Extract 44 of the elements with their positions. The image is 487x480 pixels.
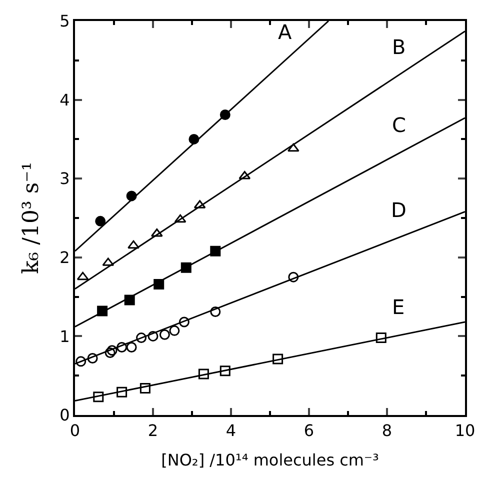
point [169, 325, 180, 336]
series-label: A [278, 20, 292, 44]
y-tick-label: 4 [60, 90, 70, 110]
y-axis-title: k₆ /10³ s⁻¹ [18, 162, 44, 274]
point [76, 272, 89, 280]
y-tick-label: 1 [60, 326, 70, 346]
point [93, 392, 104, 402]
x-tick-label: 2 [148, 421, 158, 440]
y-tick-label: 3 [60, 169, 70, 188]
y-tick-label: 2 [60, 248, 70, 267]
point [238, 170, 251, 180]
point [210, 306, 221, 318]
point [288, 272, 299, 282]
series-label: B [392, 35, 406, 59]
point [106, 345, 118, 356]
x-axis-title: [NO₂] /10¹⁴ molecules cm⁻³ [161, 450, 379, 470]
series-label: C [392, 113, 406, 137]
y-tick-label: 5 [60, 12, 70, 31]
point [220, 366, 230, 376]
series-label: D [391, 198, 406, 222]
x-tick-label: 8 [382, 421, 392, 440]
point [126, 342, 137, 352]
point [87, 353, 98, 364]
point [198, 368, 209, 380]
point [174, 214, 186, 223]
point [76, 356, 86, 367]
point [136, 332, 147, 344]
point [128, 240, 140, 249]
point [116, 386, 128, 398]
x-tick-label: 10 [454, 421, 476, 440]
point [95, 216, 106, 226]
point [376, 332, 386, 344]
point [178, 316, 190, 328]
y-tick-label: 0 [60, 406, 70, 425]
point [116, 342, 128, 352]
point [272, 354, 284, 364]
x-tick-label: 6 [304, 421, 314, 440]
series-label: E [392, 295, 405, 319]
point [104, 348, 116, 358]
point [140, 382, 150, 394]
point [287, 143, 300, 152]
point [159, 329, 170, 340]
x-tick-label: 4 [226, 421, 236, 440]
point [148, 330, 158, 342]
